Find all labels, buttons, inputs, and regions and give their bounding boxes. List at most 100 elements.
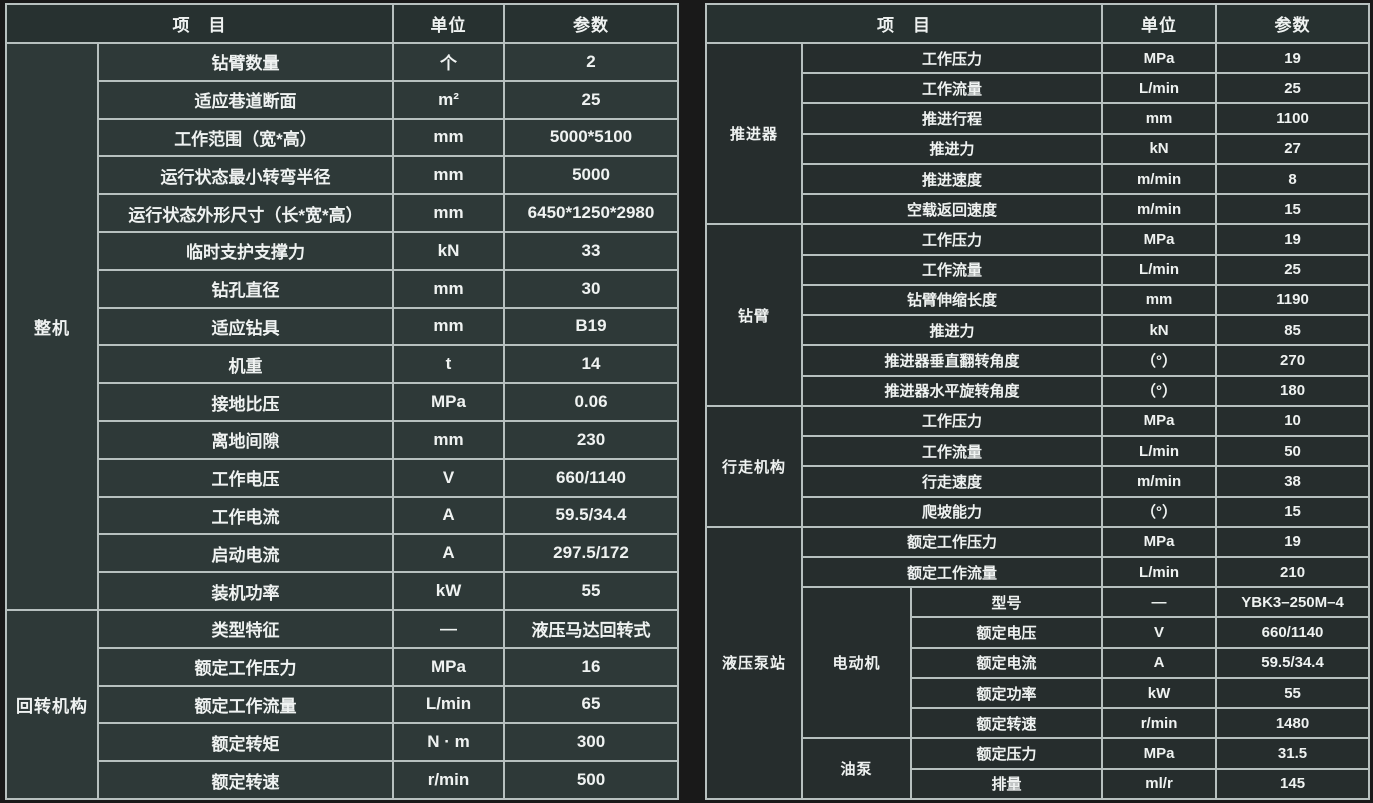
col-header-param: 参数 bbox=[1215, 3, 1371, 44]
spec-item: 钻臂数量 bbox=[97, 42, 394, 82]
spec-param: 19 bbox=[1215, 41, 1371, 75]
spec-item: 行走速度 bbox=[800, 465, 1104, 498]
spec-param: 31.5 bbox=[1215, 737, 1371, 770]
table-row: 推进速度 m/min 8 bbox=[706, 162, 1371, 196]
table-row: 推进行程 mm 1100 bbox=[706, 102, 1371, 135]
spec-unit: A bbox=[392, 533, 505, 574]
spec-param: 25 bbox=[1215, 72, 1371, 105]
spec-param: 27 bbox=[1215, 132, 1371, 165]
table-row: 额定工作流量 L/min 210 bbox=[706, 555, 1371, 589]
spec-unit: kN bbox=[1101, 132, 1218, 165]
table-row: 额定转速 r/min 1480 bbox=[706, 707, 1371, 740]
table-row: 回转机构 类型特征 — 液压马达回转式 bbox=[5, 608, 679, 801]
spec-item: 额定电压 bbox=[909, 616, 1104, 649]
spec-item: 运行状态最小转弯半径 bbox=[97, 155, 394, 196]
spec-item: 工作流量 bbox=[800, 435, 1104, 468]
table-row: 接地比压 MPa 0.06 bbox=[6, 382, 679, 422]
spec-param: 30 bbox=[503, 268, 679, 309]
spec-unit: r/min bbox=[392, 760, 505, 800]
table-row: 推进器垂直翻转角度 （°） 270 bbox=[706, 344, 1371, 377]
spec-unit: m/min bbox=[1101, 465, 1218, 498]
table-row: 整机 钻臂数量 个 2 bbox=[5, 42, 679, 611]
table-row: 推进器水平旋转角度 （°） 180 bbox=[706, 374, 1371, 407]
table-row: 工作电压 V 660/1140 bbox=[6, 457, 679, 498]
spec-item: 钻臂伸缩长度 bbox=[800, 283, 1104, 317]
spec-unit: — bbox=[1101, 586, 1218, 619]
spec-unit: mm bbox=[392, 419, 505, 460]
spec-unit: N · m bbox=[392, 722, 505, 763]
spec-param: 50 bbox=[1215, 435, 1371, 468]
spec-item: 机重 bbox=[97, 344, 394, 385]
table-row: 装机功率 kW 55 bbox=[6, 571, 679, 611]
spec-item: 钻孔直径 bbox=[97, 268, 394, 309]
table-row: 离地间隙 mm 230 bbox=[6, 419, 679, 460]
spec-param: B19 bbox=[503, 306, 679, 347]
spec-param: 85 bbox=[1215, 314, 1371, 347]
table-row: 推进力 kN 27 bbox=[706, 132, 1371, 165]
spec-unit: m/min bbox=[1101, 193, 1218, 226]
spec-param: 25 bbox=[1215, 253, 1371, 286]
spec-param: 210 bbox=[1215, 555, 1371, 589]
spec-item: 推进速度 bbox=[800, 162, 1104, 196]
spec-item: 额定转速 bbox=[97, 760, 394, 800]
table-row: 油泵 额定压力 MPa 31.5 bbox=[706, 737, 1371, 800]
spec-unit: r/min bbox=[1101, 707, 1218, 740]
spec-unit: kW bbox=[1101, 676, 1218, 710]
spec-item: 推进力 bbox=[800, 314, 1104, 347]
table-row: 钻臂伸缩长度 mm 1190 bbox=[706, 283, 1371, 317]
table-row: 推进力 kN 85 bbox=[706, 314, 1371, 347]
spec-item: 型号 bbox=[909, 586, 1104, 619]
spec-unit: V bbox=[392, 457, 505, 498]
spec-item: 推进行程 bbox=[800, 102, 1104, 135]
table-row: 液压泵站 额定工作压力 MPa 19 bbox=[705, 525, 1371, 801]
spec-param: 14 bbox=[503, 344, 679, 385]
spec-item: 适应巷道断面 bbox=[97, 79, 394, 120]
subsection-label: 油泵 bbox=[801, 737, 912, 800]
spec-unit: V bbox=[1101, 616, 1218, 649]
spec-unit: 个 bbox=[392, 42, 505, 82]
table-row: 行走机构 工作压力 MPa 10 bbox=[705, 404, 1371, 528]
spec-param: 1190 bbox=[1215, 283, 1371, 317]
spec-param: 6450*1250*2980 bbox=[503, 193, 679, 233]
spec-item: 工作压力 bbox=[800, 41, 1104, 75]
spec-unit: MPa bbox=[1101, 737, 1218, 770]
table-row: 工作流量 L/min 25 bbox=[706, 253, 1371, 286]
section-label: 整机 bbox=[5, 42, 99, 611]
table-row: 行走速度 m/min 38 bbox=[706, 465, 1371, 498]
spec-param: 270 bbox=[1215, 344, 1371, 377]
header-row: 项 目 单位 参数 bbox=[5, 3, 679, 44]
spec-item: 工作电压 bbox=[97, 457, 394, 498]
table-row: 适应巷道断面 m² 25 bbox=[6, 79, 679, 120]
table-row: 额定电流 A 59.5/34.4 bbox=[706, 646, 1371, 679]
spec-item: 推进力 bbox=[800, 132, 1104, 165]
spec-param: 0.06 bbox=[503, 382, 679, 422]
col-header-item: 项 目 bbox=[5, 3, 394, 44]
spec-item: 排量 bbox=[909, 767, 1104, 801]
spec-param: 2 bbox=[503, 42, 679, 82]
table-row: 钻孔直径 mm 30 bbox=[6, 268, 679, 309]
spec-unit: m² bbox=[392, 79, 505, 120]
table-row: 空载返回速度 m/min 15 bbox=[706, 193, 1371, 226]
spec-item: 离地间隙 bbox=[97, 419, 394, 460]
spec-unit: A bbox=[1101, 646, 1218, 679]
table-row: 运行状态外形尺寸（长*宽*高） mm 6450*1250*2980 bbox=[6, 193, 679, 233]
spec-param: 1480 bbox=[1215, 707, 1371, 740]
spec-item: 额定工作流量 bbox=[800, 555, 1104, 589]
spec-param: 59.5/34.4 bbox=[1215, 646, 1371, 679]
spec-param: 38 bbox=[1215, 465, 1371, 498]
spec-param: 25 bbox=[503, 79, 679, 120]
spec-param: 33 bbox=[503, 230, 679, 271]
spec-unit: L/min bbox=[1101, 435, 1218, 468]
spec-item: 爬坡能力 bbox=[800, 495, 1104, 528]
spec-item: 推进器水平旋转角度 bbox=[800, 374, 1104, 407]
spec-unit: ml/r bbox=[1101, 767, 1218, 801]
spec-item: 额定压力 bbox=[909, 737, 1104, 770]
col-header-item: 项 目 bbox=[704, 3, 1104, 44]
table-row: 工作流量 L/min 25 bbox=[706, 72, 1371, 105]
spec-param: 1100 bbox=[1215, 102, 1371, 135]
spec-item: 推进器垂直翻转角度 bbox=[800, 344, 1104, 377]
spec-unit: MPa bbox=[392, 646, 505, 687]
subsection-label: 电动机 bbox=[801, 586, 912, 740]
spec-param: 145 bbox=[1215, 767, 1371, 801]
spec-item: 类型特征 bbox=[97, 608, 394, 649]
